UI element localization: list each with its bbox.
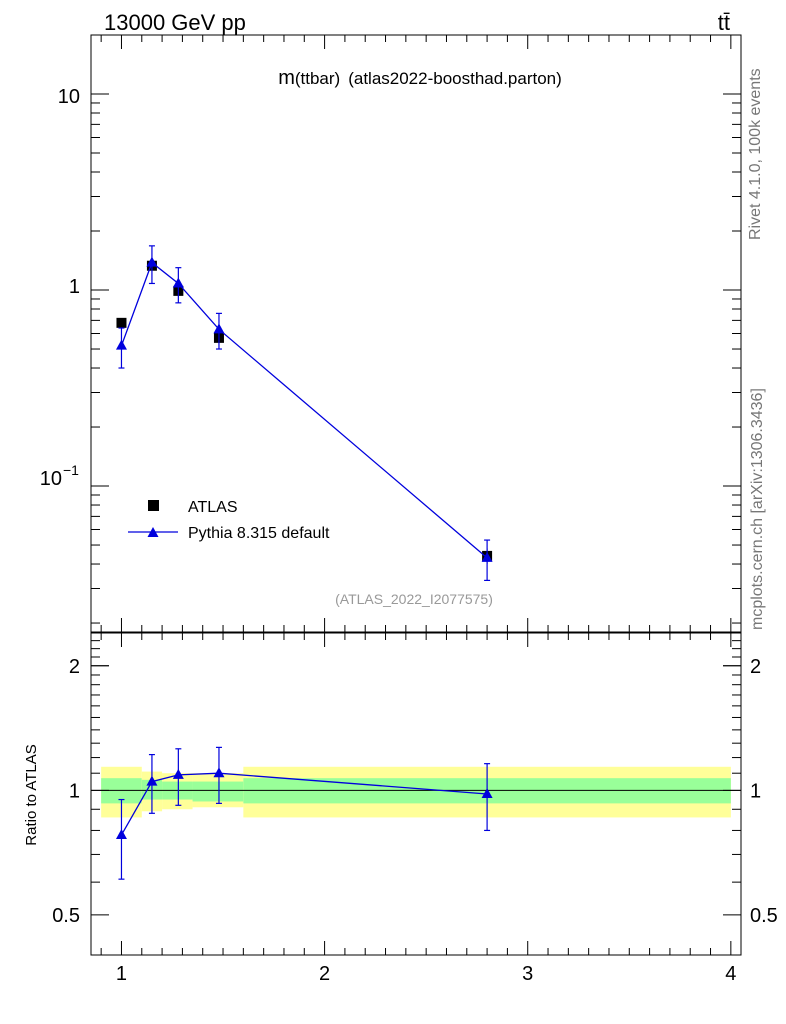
pythia-point	[146, 256, 158, 267]
ratio-ytick-label-left: 0.5	[52, 905, 80, 927]
rivet-version-label: Rivet 4.1.0, 100k events	[747, 68, 764, 240]
analysis-watermark: (ATLAS_2022_I2077575)	[335, 591, 493, 607]
legend-atlas-marker	[148, 500, 159, 511]
title-subtitle: (atlas2022-boosthad.parton)	[348, 69, 562, 88]
mcplots-label: mcplots.cern.ch [arXiv:1306.3436]	[749, 388, 766, 630]
main-ytick-label-0p1-exp: −1	[63, 462, 79, 478]
ratio-point	[146, 775, 158, 786]
ratio-data-marks	[115, 746, 493, 880]
ratio-ytick-label-left: 1	[69, 780, 80, 802]
pythia-line	[120, 261, 488, 559]
ratio-point	[213, 767, 225, 778]
main-ytick-label-0p1: 10	[40, 468, 62, 490]
main-ytick-label-0p1-base: 10	[40, 468, 62, 490]
ratio-ytick-label-right: 2	[750, 656, 761, 678]
legend-atlas-label: ATLAS	[188, 499, 238, 516]
ratio-ylabel: Ratio to ATLAS	[23, 744, 40, 845]
ratio-xtick-label: 3	[522, 963, 533, 985]
title-paren: (ttbar)	[295, 69, 340, 88]
pythia-point	[172, 277, 184, 288]
header-left-title: 13000 GeV pp	[104, 10, 246, 35]
ratio-xtick-label: 4	[725, 963, 736, 985]
ratio-xtick-label: 2	[319, 963, 330, 985]
ratio-ytick-label-left: 2	[69, 656, 80, 678]
pythia-point	[213, 323, 225, 334]
legend-pythia-label: Pythia 8.315 default	[188, 525, 330, 542]
main-ytick-label-1: 1	[69, 276, 80, 298]
main-data-marks	[115, 245, 493, 582]
pythia-point	[115, 339, 127, 350]
ratio-point	[172, 768, 184, 779]
ratio-ytick-label-right: 1	[750, 780, 761, 802]
ratio-axis-ticks: 0.5 0.5 1 1 2 2 1 2 3 4	[52, 633, 778, 985]
ratio-band-green	[192, 781, 244, 802]
title-prefix: m	[278, 67, 295, 89]
header-right-title: tt̄	[718, 10, 730, 35]
pythia-point	[481, 551, 493, 562]
ratio-panel-frame	[90, 632, 742, 956]
legend-pythia-marker	[147, 527, 159, 537]
main-axis-ticks	[91, 34, 741, 632]
main-title: m(ttbar) (atlas2022-boosthad.parton)	[278, 67, 562, 89]
atlas-point	[116, 317, 127, 328]
ratio-point	[481, 787, 493, 798]
ratio-ytick-label-right: 0.5	[750, 905, 778, 927]
ratio-xtick-label: 1	[116, 963, 127, 985]
main-panel-frame	[90, 34, 742, 633]
ratio-point	[115, 828, 127, 839]
main-ytick-label-10: 10	[58, 86, 80, 108]
